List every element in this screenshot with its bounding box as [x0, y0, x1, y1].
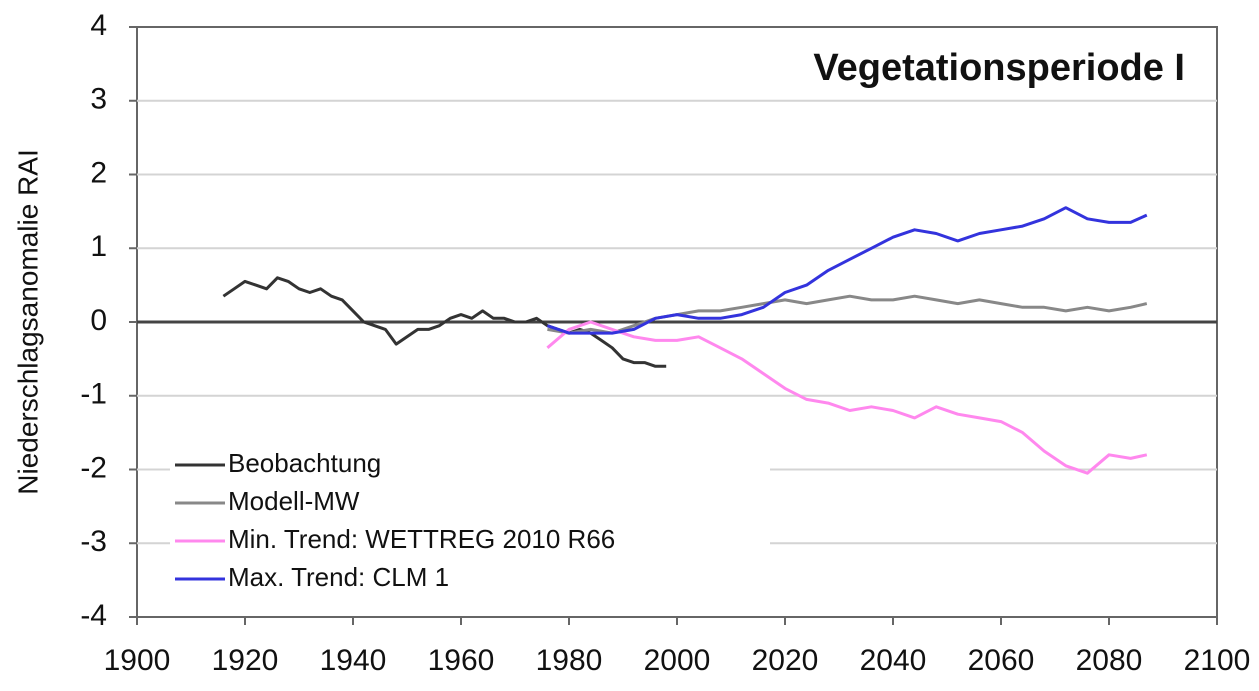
x-tick-label: 1920: [212, 644, 279, 677]
x-tick-label: 2040: [860, 644, 927, 677]
y-tick-label: -3: [80, 525, 107, 558]
x-tick-label: 2020: [752, 644, 819, 677]
x-tick-label: 2060: [968, 644, 1035, 677]
x-tick-label: 1960: [428, 644, 495, 677]
x-tick-label: 2080: [1076, 644, 1143, 677]
y-axis-label: Niederschlagsanomalie RAI: [12, 149, 43, 495]
x-tick-label: 1900: [104, 644, 171, 677]
legend-bg: [170, 484, 770, 522]
y-tick-label: 4: [90, 9, 107, 42]
y-tick-label: 3: [90, 83, 107, 116]
legend-bg: [170, 560, 770, 598]
x-tick-label: 1980: [536, 644, 603, 677]
x-tick-label: 2100: [1184, 644, 1251, 677]
data-line: [546, 206, 1148, 335]
chart-title: Vegetationsperiode I: [813, 47, 1185, 89]
y-tick-label: -1: [80, 378, 107, 411]
x-tick-label: 1940: [320, 644, 387, 677]
legend-label: Modell-MW: [228, 486, 360, 516]
y-tick-label: -4: [80, 599, 107, 632]
y-tick-label: -2: [80, 451, 107, 484]
legend-label: Min. Trend: WETTREG 2010 R66: [228, 524, 615, 554]
legend-label: Beobachtung: [228, 448, 381, 478]
legend-bg: [170, 446, 770, 484]
y-tick-label: 2: [90, 156, 107, 189]
legend-label: Max. Trend: CLM 1: [228, 562, 449, 592]
x-tick-label: 2000: [644, 644, 711, 677]
legend-bg: [170, 522, 770, 560]
y-tick-label: 0: [90, 304, 107, 337]
y-tick-label: 1: [90, 230, 107, 263]
data-line: [546, 320, 1148, 475]
